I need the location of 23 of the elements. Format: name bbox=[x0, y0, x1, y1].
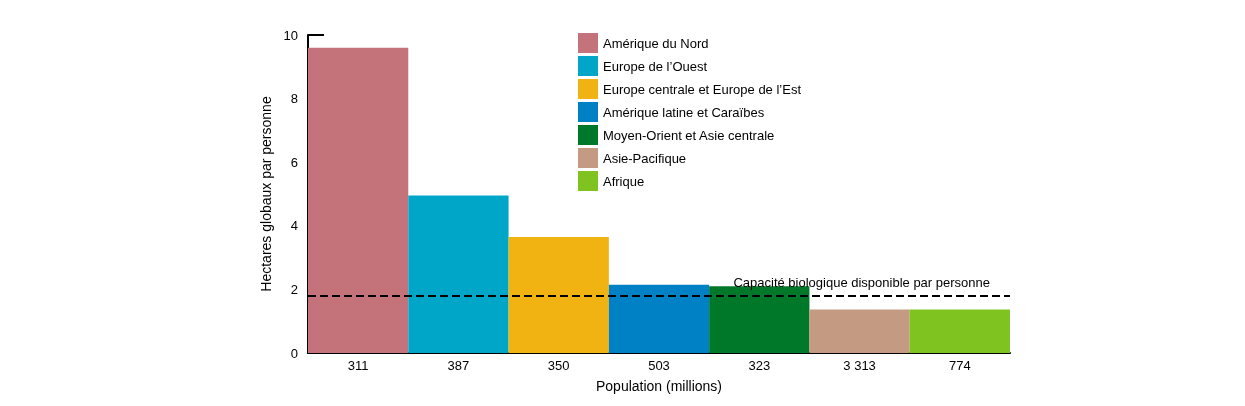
x-tick-label: 774 bbox=[949, 358, 971, 373]
y-tick-label: 0 bbox=[290, 345, 298, 361]
x-axis-title: Population (millions) bbox=[595, 378, 723, 394]
legend-label: Moyen-Orient et Asie centrale bbox=[603, 127, 775, 143]
legend-label: Afrique bbox=[603, 173, 645, 189]
x-tick-label: 350 bbox=[547, 358, 570, 373]
x-tick-label: 387 bbox=[447, 358, 470, 373]
legend-label: Asie-Pacifique bbox=[603, 150, 687, 166]
y-axis-title: Hectares globaux par personne bbox=[257, 96, 274, 292]
y-tick-label: 4 bbox=[290, 218, 298, 234]
ref-line-label: Capacité biologique disponible par personne bbox=[733, 274, 990, 290]
legend-label: Europe de l’Ouest bbox=[603, 58, 708, 74]
y-tick-label: 10 bbox=[283, 27, 298, 43]
y-tick-label: 8 bbox=[290, 91, 298, 107]
legend-label: Amérique du Nord bbox=[603, 35, 709, 51]
x-tick-label: 311 bbox=[347, 358, 369, 373]
x-tick-label: 503 bbox=[648, 358, 670, 373]
y-tick-label: 2 bbox=[290, 281, 298, 297]
x-tick-label: 3 313 bbox=[843, 358, 876, 373]
legend-label: Europe centrale et Europe de l’Est bbox=[603, 81, 802, 97]
legend-label: Amérique latine et Caraïbes bbox=[603, 104, 765, 120]
y-tick-label: 6 bbox=[290, 154, 298, 170]
x-tick-label: 323 bbox=[748, 358, 771, 373]
